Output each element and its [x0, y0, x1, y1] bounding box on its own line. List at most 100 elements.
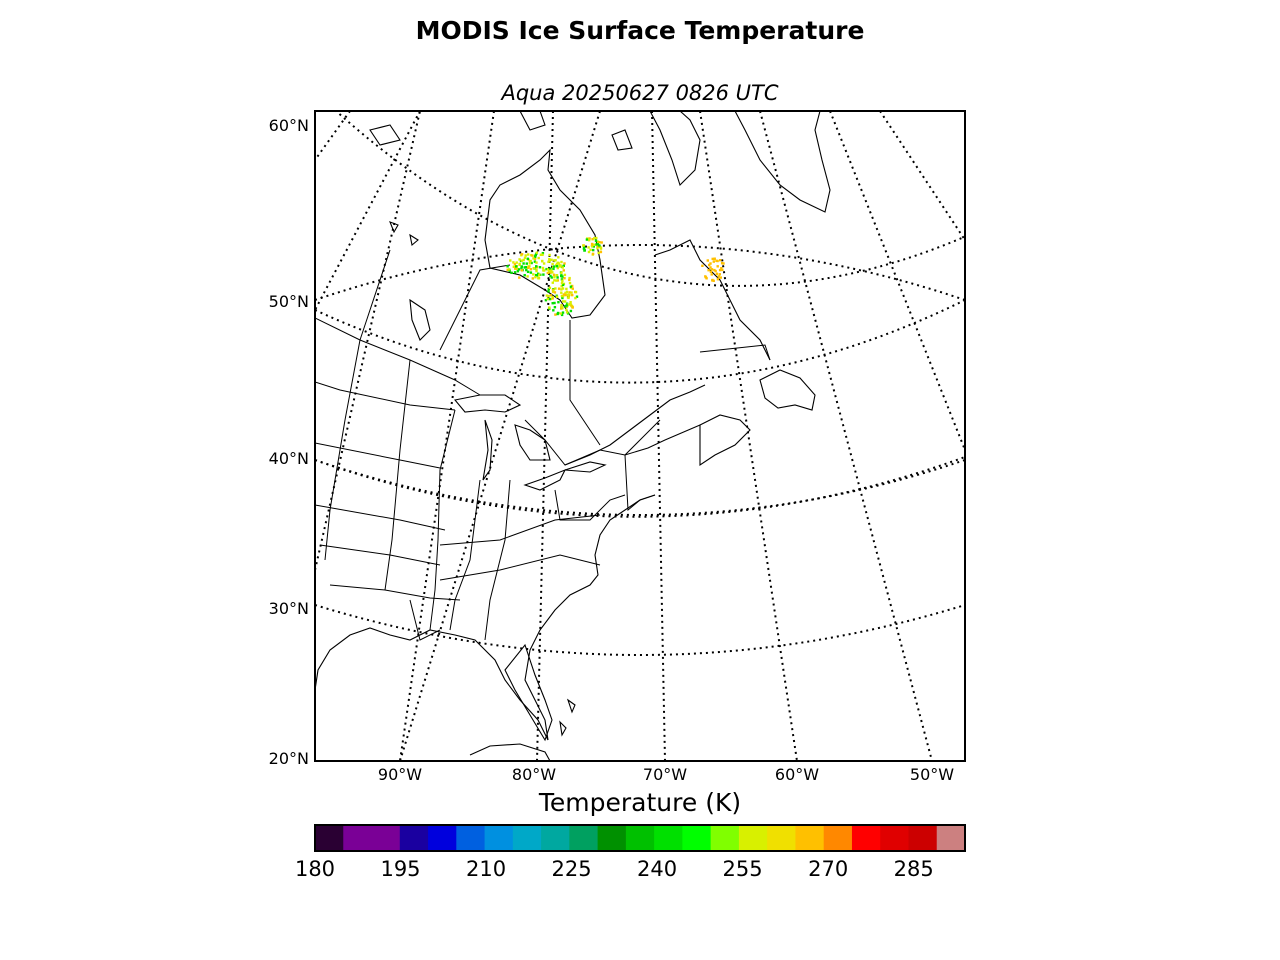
temperature-pixel — [565, 305, 569, 308]
temperature-pixel — [583, 249, 586, 252]
temperature-pixel — [548, 270, 551, 273]
temperature-pixel — [592, 248, 595, 252]
lake-michigan — [482, 419, 493, 481]
temperature-pixel — [711, 257, 714, 261]
temperature-pixel — [557, 261, 560, 264]
temperature-pixel — [560, 291, 563, 294]
latitude-graticule — [315, 111, 965, 656]
colorbar-swatch — [767, 825, 797, 851]
temperature-pixel — [709, 266, 712, 269]
temperature-pixel — [571, 284, 574, 288]
colorbar-swatch — [823, 825, 853, 851]
temperature-pixel — [568, 293, 571, 297]
temperature-pixel — [568, 291, 571, 294]
quebec-labrador-border — [699, 344, 771, 361]
temperature-pixel — [525, 262, 528, 265]
temperature-pixel — [570, 291, 573, 294]
temperature-pixel — [595, 236, 598, 240]
temperature-pixel — [549, 294, 553, 297]
temperature-pixel — [559, 312, 562, 315]
figure-title: MODIS Ice Surface Temperature — [416, 16, 865, 45]
temperature-pixel — [560, 305, 564, 309]
colorbar-swatch — [682, 825, 712, 851]
temperature-pixel — [518, 276, 521, 279]
colorbar-tick-label: 225 — [552, 857, 592, 881]
florida-coast — [504, 643, 553, 742]
manitoba-ontario-border — [439, 264, 511, 351]
temperature-pixel — [565, 311, 569, 314]
temperature-pixel — [506, 265, 509, 268]
temperature-pixel — [719, 259, 722, 262]
temperature-pixel — [598, 241, 601, 244]
state-border-sd — [315, 442, 441, 469]
temperature-pixel — [526, 275, 529, 278]
temperature-pixel — [553, 265, 556, 268]
temperature-pixel — [538, 273, 541, 276]
temperature-pixel — [553, 306, 557, 309]
temperature-pixel — [529, 271, 533, 274]
state-border-ky-va — [439, 514, 601, 546]
temperature-pixel — [550, 258, 553, 261]
temperature-pixel — [549, 267, 552, 270]
colorbar-tick-label: 270 — [808, 857, 848, 881]
colorbar-swatch — [654, 825, 683, 851]
sask-manitoba-border — [359, 249, 391, 341]
temperature-pixel — [593, 237, 596, 240]
temperature-pixel — [555, 295, 559, 298]
temperature-pixel — [594, 239, 598, 242]
temperature-pixel — [518, 263, 521, 266]
lat-label-40: 40°N — [269, 449, 309, 468]
temperature-pixel — [532, 257, 535, 260]
temperature-pixel — [597, 251, 600, 255]
temperature-pixel — [571, 306, 574, 309]
temperature-pixel — [567, 296, 570, 300]
colorbar-swatch — [541, 825, 570, 851]
temperature-pixel — [596, 243, 599, 246]
temperature-pixel — [546, 268, 550, 271]
temperature-pixel — [561, 266, 564, 269]
temperature-pixel — [597, 245, 600, 248]
temperature-pixel — [565, 290, 569, 294]
temperature-pixel — [542, 262, 546, 265]
temperature-pixel — [537, 277, 541, 280]
temperature-pixel — [547, 290, 550, 293]
lat-line-60-arc — [334, 111, 965, 287]
temperature-pixel — [588, 237, 591, 240]
temperature-pixel — [571, 293, 574, 297]
colorbar-swatch — [795, 825, 825, 851]
temperature-pixel — [716, 259, 719, 263]
temperature-pixel — [563, 300, 567, 303]
arctic-island-1 — [611, 129, 633, 151]
lake-small-1 — [389, 221, 399, 234]
colorbar-swatch — [710, 825, 740, 851]
colorbar-tick-label: 195 — [380, 857, 420, 881]
temperature-pixel — [557, 301, 560, 304]
ontario-quebec-border — [569, 320, 601, 446]
temperature-pixel — [587, 246, 590, 249]
temperature-pixel — [582, 247, 586, 250]
lat-line-30 — [315, 604, 965, 656]
temperature-pixel — [528, 262, 532, 265]
colorbar-swatch — [738, 825, 768, 851]
temperature-pixel — [555, 279, 558, 282]
temperature-pixel — [555, 265, 559, 268]
temperature-pixel — [564, 291, 567, 295]
temperature-pixel — [569, 301, 572, 304]
colorbar-tick-label: 285 — [894, 857, 934, 881]
temperature-pixel — [589, 248, 592, 251]
temperature-pixel — [520, 269, 524, 272]
meridian-95 — [315, 111, 421, 311]
ice-temperature-data — [506, 236, 725, 317]
temperature-pixel — [561, 279, 564, 282]
temperature-pixel — [510, 271, 513, 274]
temperature-pixel — [553, 259, 556, 262]
lat-label-60: 60°N — [269, 116, 309, 135]
temperature-pixel — [535, 261, 538, 264]
temperature-pixel — [513, 262, 517, 266]
temperature-pixel — [592, 245, 595, 248]
state-border-in — [449, 479, 481, 631]
colorbar-swatch — [315, 825, 344, 851]
temperature-pixel — [565, 308, 568, 311]
temperature-pixel — [707, 269, 710, 272]
